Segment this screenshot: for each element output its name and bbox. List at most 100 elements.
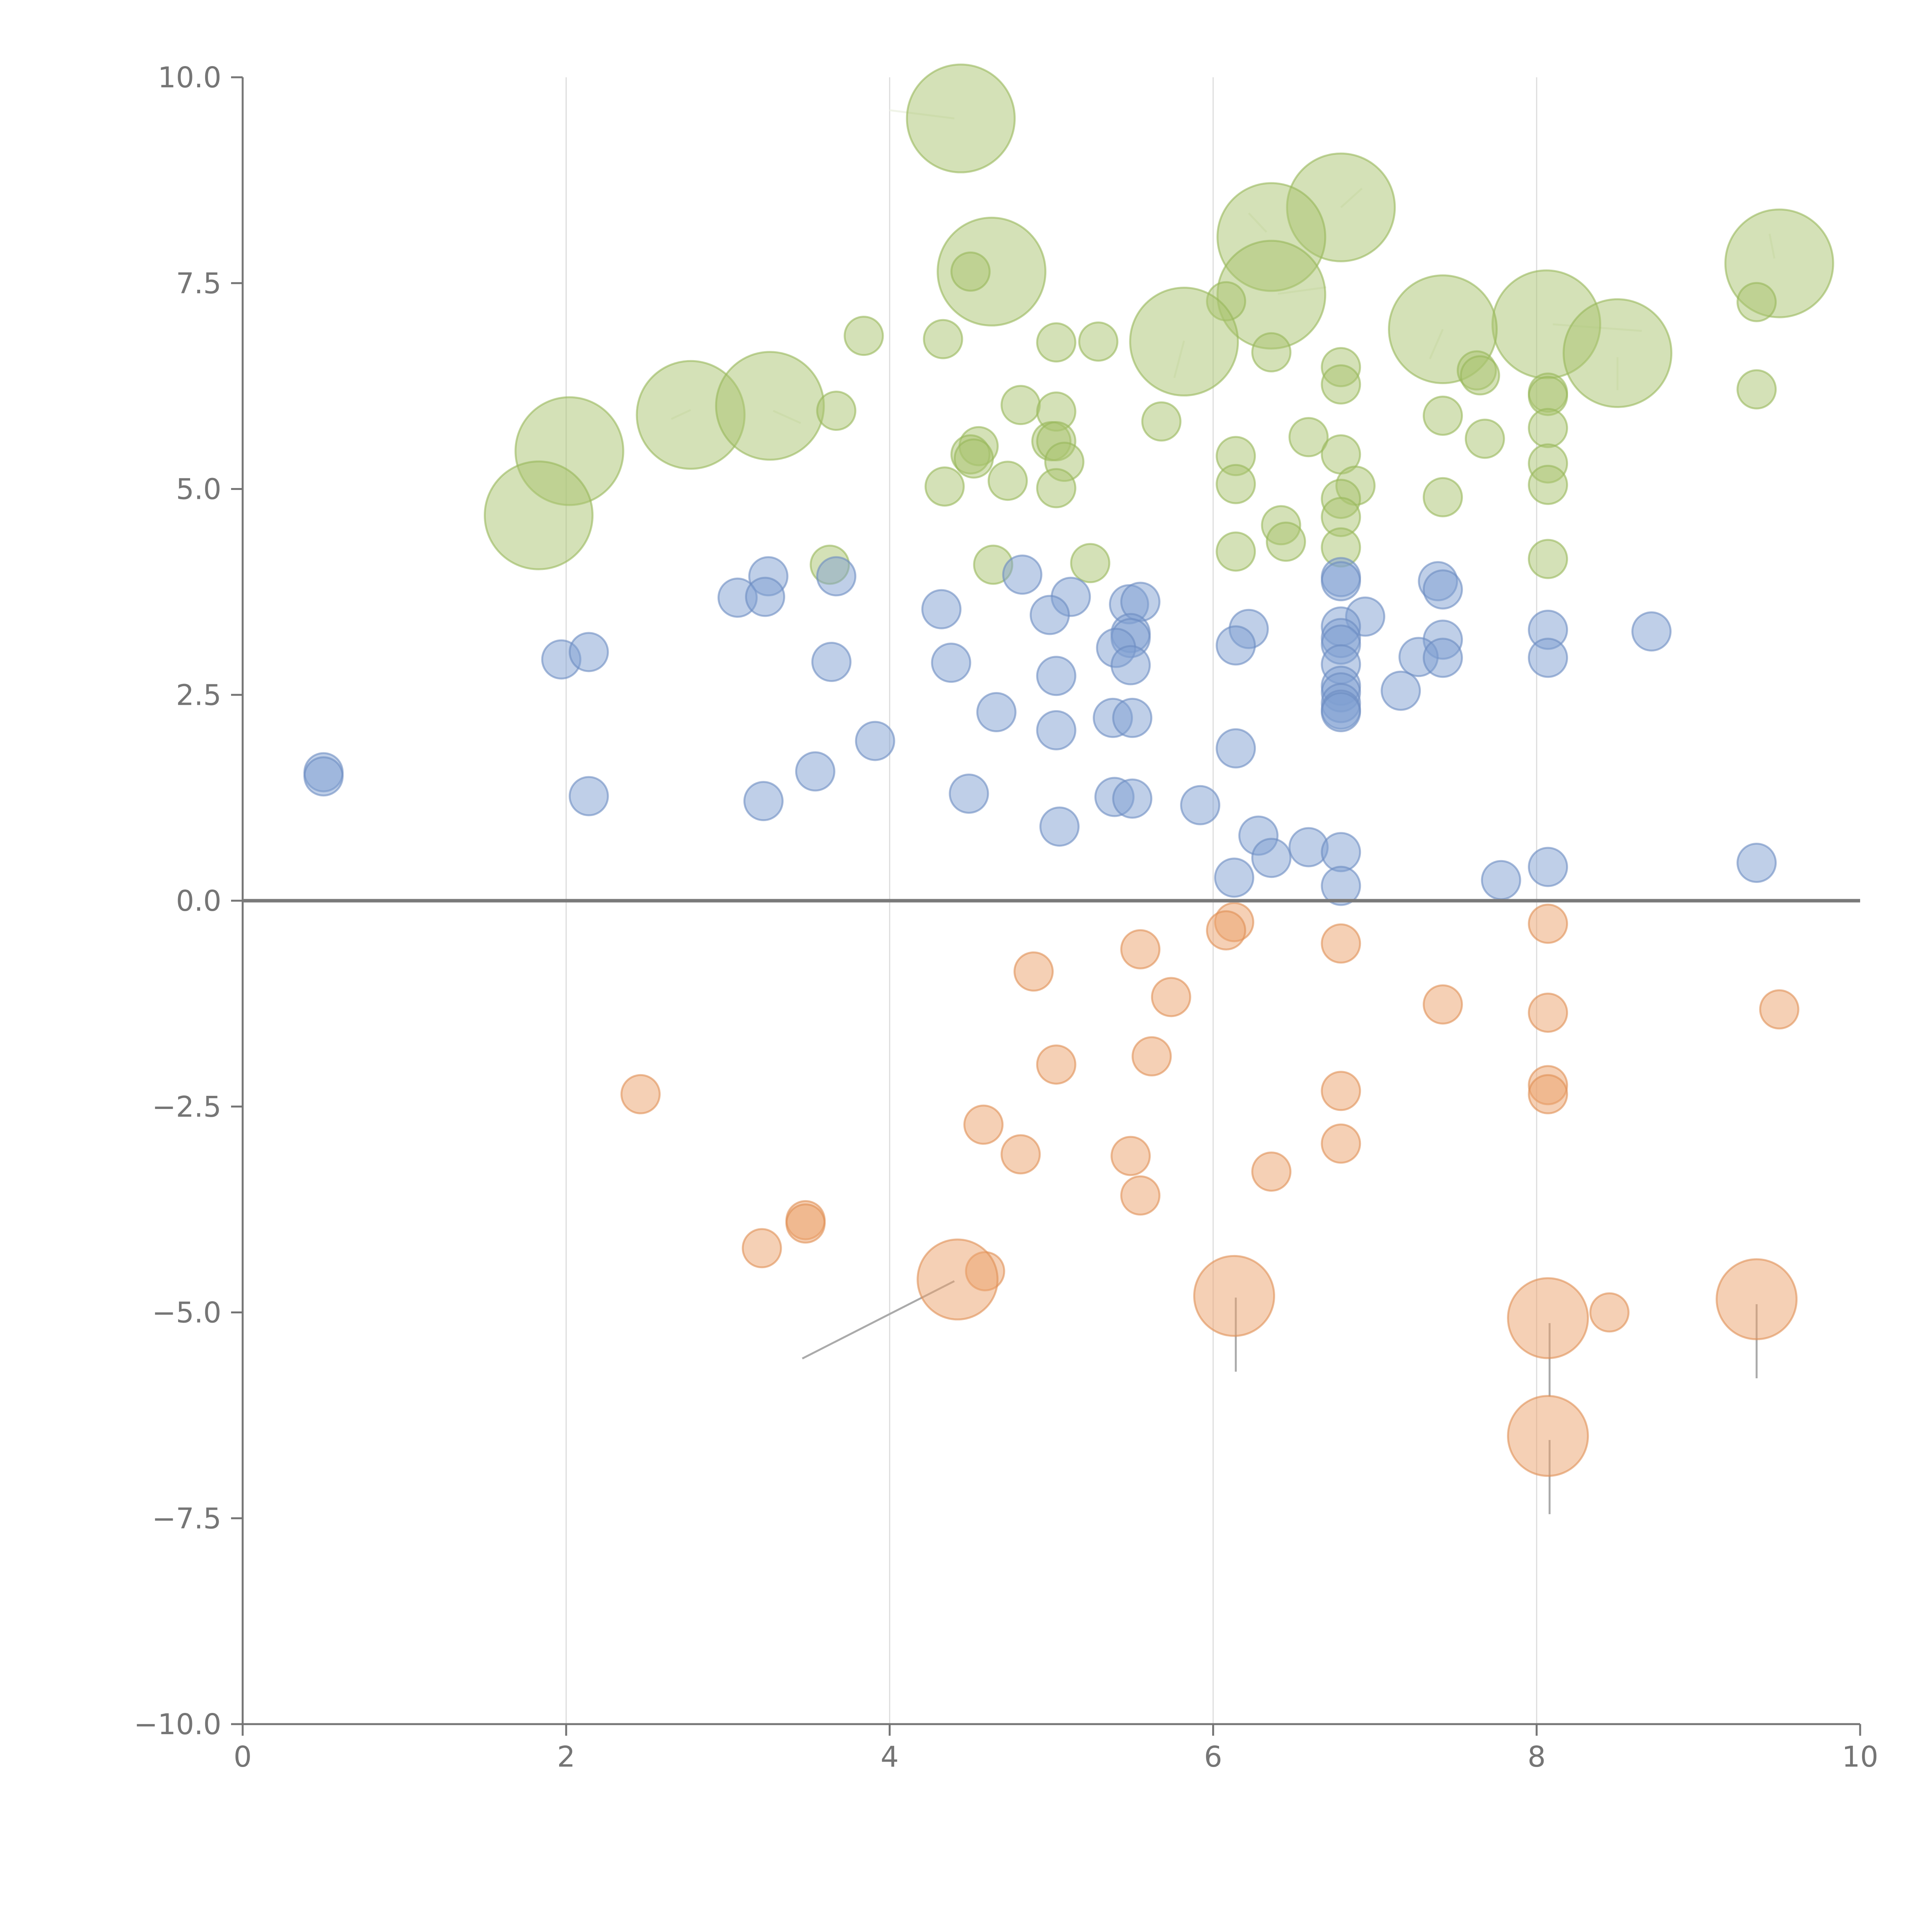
point-blue-53 [949,773,989,814]
point-green-12 [844,316,884,356]
point-orange-9 [1759,989,1799,1030]
point-green-46 [924,466,965,507]
x-tick-label: 8 [1527,1740,1546,1774]
point-orange-6 [1151,977,1191,1017]
y-tick-label: −5.0 [152,1296,221,1330]
y-tick-label: 7.5 [176,267,221,300]
point-blue-35 [1036,656,1077,696]
point-orange-29 [1716,1258,1798,1340]
point-blue-12 [921,589,962,629]
point-orange-7 [1423,984,1463,1025]
y-axis-ticks: 10.0 7.5 5.0 2.5 0.0 −2.5 −5.0 −7.5 −10.0 [134,61,243,1741]
point-green-13 [923,319,963,359]
point-green-47 [987,461,1028,501]
point-green-20 [1460,355,1500,396]
point-orange-24 [742,1228,782,1269]
point-green-34 [1464,418,1505,459]
point-orange-21 [1120,1175,1161,1216]
bubble-series [303,63,1834,1477]
point-green-33 [1288,417,1329,457]
point-blue-62 [1736,842,1777,883]
point-green-24 [1736,369,1777,410]
point-blue-60 [1321,832,1361,872]
point-green-15 [1078,321,1119,362]
point-orange-26 [917,1238,999,1321]
point-blue-47 [1216,728,1256,769]
y-tick-label: 2.5 [176,679,221,712]
point-orange-20 [1251,1151,1292,1192]
point-green-51 [1528,464,1568,505]
point-blue-46 [855,721,895,761]
point-blue-2 [1002,554,1043,595]
point-orange-28 [1589,1292,1630,1333]
point-orange-2 [1528,903,1568,944]
point-blue-56 [1180,785,1221,825]
point-orange-17 [1321,1123,1361,1164]
point-orange-1 [1206,910,1247,951]
point-orange-27 [1193,1255,1276,1337]
point-green-28 [1000,385,1041,425]
x-tick-label: 10 [1842,1740,1878,1774]
x-tick-label: 0 [233,1740,252,1774]
point-blue-61 [1251,838,1292,878]
point-blue-41 [1321,692,1361,733]
point-orange-18 [1000,1134,1041,1175]
point-blue-50 [795,751,835,792]
point-green-26 [715,351,825,461]
point-blue-49 [303,756,344,797]
point-blue-65 [1481,860,1521,900]
point-green-14 [1036,322,1077,363]
point-blue-64 [1214,857,1255,898]
point-blue-51 [568,776,609,816]
point-green-0 [906,63,1016,173]
point-green-49 [1216,464,1256,504]
point-blue-55 [1112,778,1153,819]
point-blue-1 [816,556,857,597]
point-green-11 [1129,287,1239,397]
y-tick-label: 10.0 [158,61,221,94]
y-tick-label: 0.0 [176,884,221,918]
point-green-32 [1528,408,1568,448]
point-orange-15 [1528,1074,1568,1114]
point-green-59 [1528,539,1568,579]
point-blue-27 [568,632,609,672]
point-blue-13 [1029,595,1070,635]
point-blue-44 [1112,697,1153,738]
point-orange-12 [620,1074,661,1114]
point-green-8 [1736,282,1777,322]
point-blue-34 [1528,638,1568,678]
point-orange-23 [785,1203,826,1244]
x-tick-label: 4 [881,1740,899,1774]
y-tick-label: −10.0 [134,1708,221,1741]
x-tick-label: 6 [1204,1740,1222,1774]
point-blue-6 [1423,569,1463,610]
point-orange-30 [1507,1277,1589,1359]
point-green-21 [1321,364,1361,405]
point-blue-24 [1216,625,1256,666]
point-blue-52 [743,781,784,821]
point-green-45 [484,460,594,570]
point-blue-18 [1631,611,1672,652]
y-tick-label: −7.5 [152,1502,221,1535]
point-orange-19 [1111,1136,1151,1176]
point-green-39 [954,438,994,479]
point-green-31 [1141,401,1182,442]
point-green-17 [1563,298,1673,408]
point-orange-3 [1321,923,1361,964]
point-blue-63 [1528,847,1568,887]
point-orange-5 [1013,951,1054,992]
point-green-4 [950,251,991,292]
point-blue-28 [811,642,852,682]
axes: 0 2 4 6 8 10 10.0 7.5 5.0 2.5 0.0 −2.5 −5.0 −7.5 −10.… [134,61,1878,1774]
point-orange-16 [963,1104,1004,1145]
point-green-27 [816,391,857,431]
point-orange-8 [1528,992,1568,1033]
point-blue-45 [1036,710,1077,750]
point-orange-11 [1036,1044,1077,1085]
point-green-62 [1070,543,1111,583]
point-green-53 [1423,477,1463,517]
point-orange-31 [1507,1395,1589,1477]
x-tick-label: 2 [557,1740,575,1774]
point-green-48 [1036,468,1077,509]
